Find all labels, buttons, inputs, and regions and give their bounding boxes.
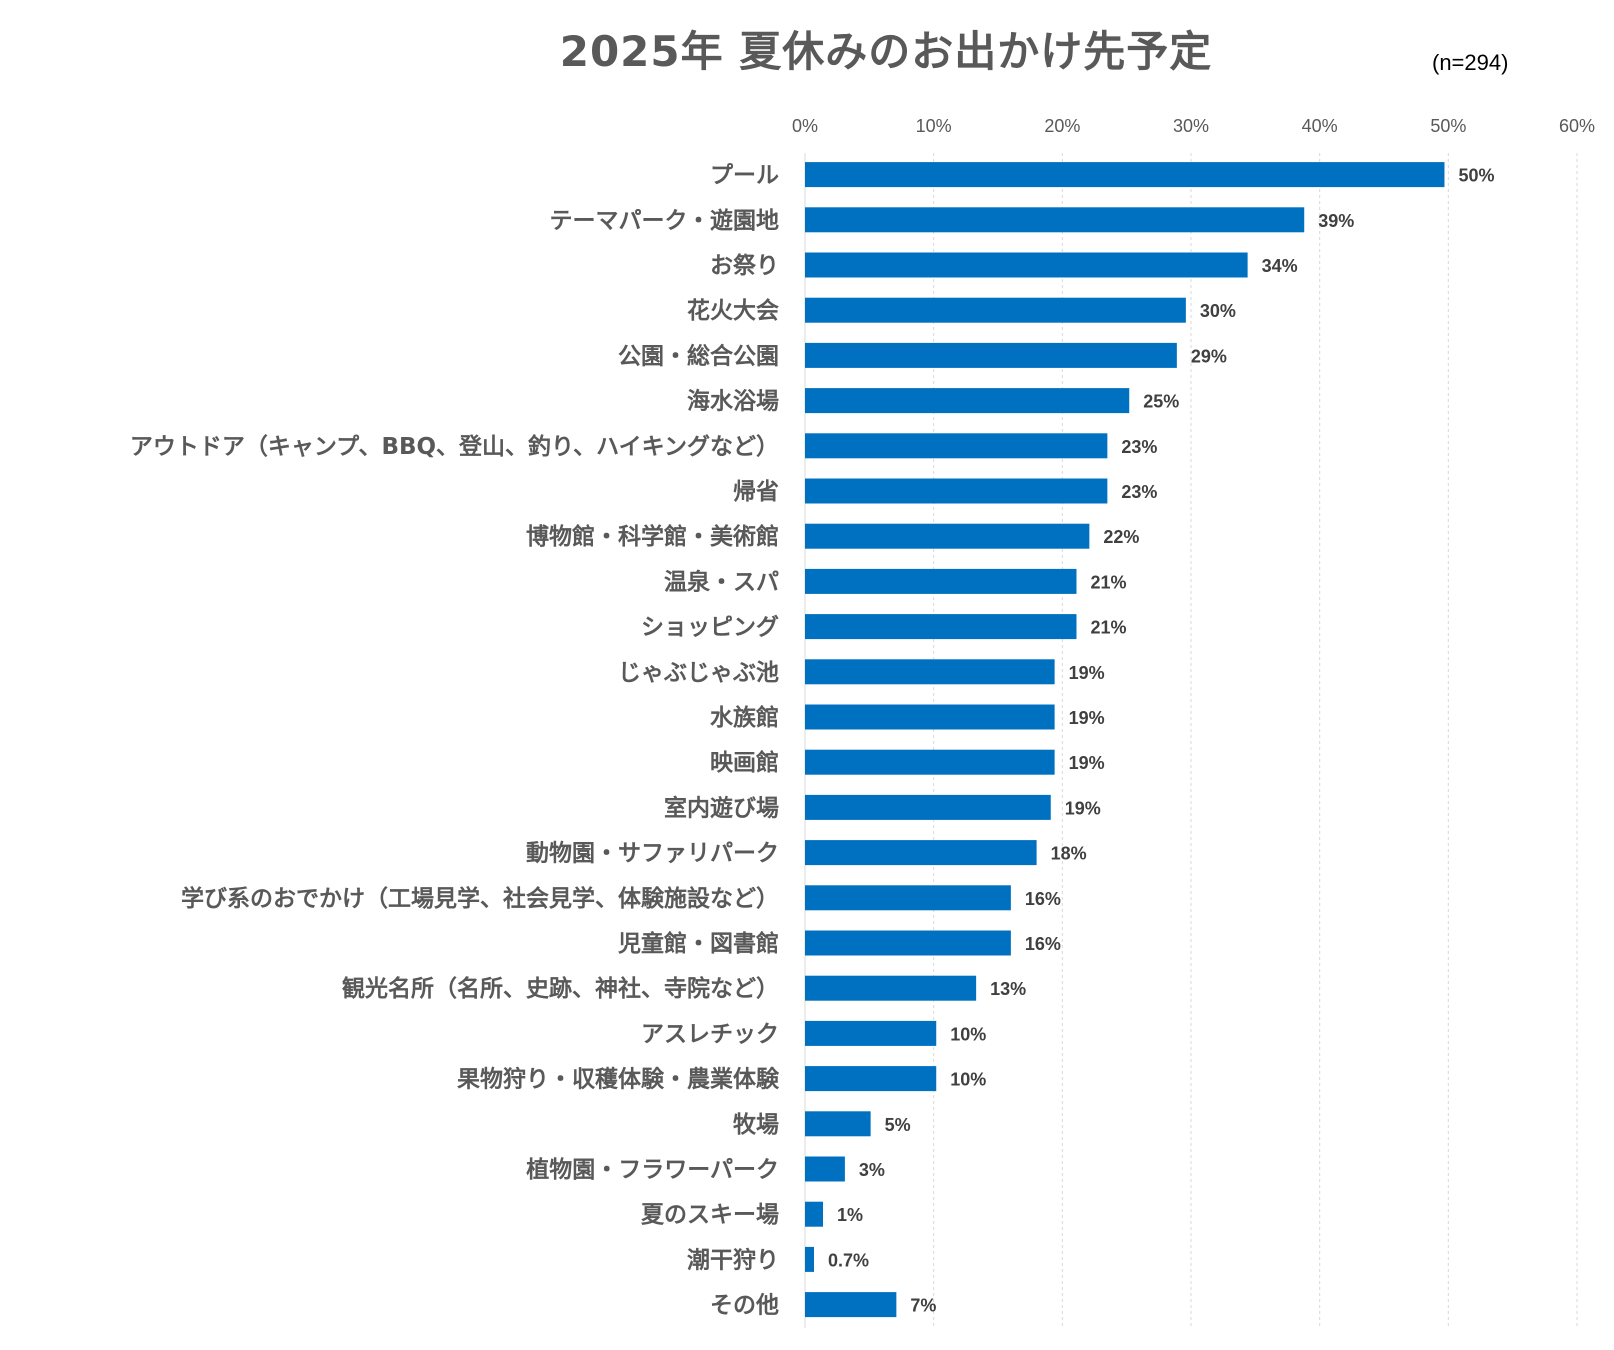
category-label: 博物館・科学館・美術館	[526, 523, 779, 550]
data-label: 16%	[1025, 934, 1061, 954]
chart-title: 2025年 夏休みのお出かけ先予定	[559, 27, 1213, 76]
bar	[805, 659, 1055, 685]
data-label: 18%	[1051, 844, 1087, 864]
data-label: 29%	[1191, 346, 1227, 366]
category-label: 植物園・フラワーパーク	[526, 1156, 779, 1183]
data-label: 5%	[885, 1115, 911, 1135]
x-axis-ticks: 0% 10% 20% 30% 40% 50% 60%	[792, 116, 1595, 136]
category-label: 映画館	[710, 749, 779, 776]
bar	[805, 614, 1077, 640]
bar	[805, 1292, 897, 1318]
x-tick-label: 10%	[916, 116, 952, 136]
data-label: 34%	[1262, 256, 1298, 276]
category-label: 果物狩り・収穫体験・農業体験	[457, 1066, 780, 1093]
category-label: 潮干狩り	[687, 1246, 779, 1273]
category-label: 帰省	[733, 479, 779, 505]
x-tick-label: 40%	[1302, 116, 1338, 136]
x-tick-label: 0%	[792, 116, 818, 136]
data-label: 19%	[1069, 753, 1105, 773]
data-label: 22%	[1103, 527, 1139, 547]
category-label: アウトドア（キャンプ、BBQ、登山、釣り、ハイキングなど）	[130, 433, 779, 460]
x-tick-label: 20%	[1044, 116, 1080, 136]
bar	[805, 478, 1108, 504]
data-label: 19%	[1069, 708, 1105, 728]
bar	[805, 342, 1177, 368]
category-label: じゃぶじゃぶ池	[618, 660, 779, 686]
category-label: 温泉・スパ	[664, 568, 779, 595]
bar	[805, 252, 1248, 278]
data-label: 19%	[1069, 663, 1105, 683]
sample-size-note: (n=294)	[1432, 50, 1509, 75]
data-label: 7%	[910, 1296, 936, 1316]
data-label: 39%	[1318, 211, 1354, 231]
bar	[805, 1066, 937, 1092]
data-label: 19%	[1065, 798, 1101, 818]
data-label: 0.7%	[828, 1250, 869, 1270]
data-label: 16%	[1025, 889, 1061, 909]
bar	[805, 207, 1305, 233]
bar	[805, 1201, 824, 1227]
category-label: 海水浴場	[687, 388, 779, 415]
x-tick-label: 30%	[1173, 116, 1209, 136]
bars	[805, 162, 1445, 1318]
category-label: 花火大会	[687, 297, 779, 324]
value-labels: 50% 39% 34% 30% 29% 25% 23% 23% 22% 21% 21% 19% 19% 1…	[828, 166, 1494, 1316]
category-label: 牧場	[733, 1111, 779, 1138]
data-label: 25%	[1143, 392, 1179, 412]
x-tick-label: 60%	[1559, 116, 1595, 136]
category-label: 夏のスキー場	[641, 1202, 779, 1228]
data-label: 21%	[1090, 618, 1126, 638]
bar	[805, 568, 1077, 594]
category-label: その他	[710, 1293, 779, 1319]
category-label: 水族館	[710, 704, 779, 731]
data-label: 23%	[1121, 482, 1157, 502]
bar	[805, 1111, 871, 1137]
data-label: 10%	[950, 1024, 986, 1044]
bar	[805, 1246, 815, 1272]
bar	[805, 794, 1051, 820]
category-label: 室内遊び場	[664, 794, 779, 821]
bar	[805, 749, 1055, 775]
category-label: お祭り	[710, 252, 779, 279]
bar	[805, 930, 1011, 956]
category-label: ショッピング	[641, 614, 779, 641]
bar	[805, 1020, 937, 1046]
data-label: 23%	[1121, 437, 1157, 457]
bar	[805, 975, 977, 1001]
x-tick-label: 50%	[1430, 116, 1466, 136]
data-label: 13%	[990, 979, 1026, 999]
data-label: 30%	[1200, 301, 1236, 321]
bar	[805, 1156, 845, 1182]
bar	[805, 297, 1186, 323]
category-label: プール	[710, 163, 779, 189]
gridlines	[804, 153, 1578, 1328]
bar	[805, 523, 1090, 549]
bar	[805, 885, 1011, 911]
category-label: 学び系のおでかけ（工場見学、社会見学、体験施設など）	[181, 885, 779, 912]
category-label: アスレチック	[641, 1021, 779, 1047]
bar	[805, 162, 1445, 188]
bar	[805, 388, 1130, 414]
bar	[805, 433, 1108, 459]
data-label: 50%	[1458, 166, 1494, 186]
data-label: 1%	[837, 1205, 863, 1225]
bar	[805, 840, 1037, 866]
category-label: 観光名所（名所、史跡、神社、寺院など）	[342, 975, 779, 1002]
category-label: 動物園・サファリパーク	[526, 840, 779, 867]
category-label: テーマパーク・遊園地	[549, 207, 779, 234]
data-label: 10%	[950, 1070, 986, 1090]
data-label: 3%	[859, 1160, 885, 1180]
bar	[805, 704, 1055, 730]
data-label: 21%	[1090, 572, 1126, 592]
category-label: 児童館・図書館	[617, 930, 779, 957]
category-labels: プールテーマパーク・遊園地お祭り花火大会公園・総合公園海水浴場アウトドア（キャン…	[130, 163, 780, 1319]
category-label: 公園・総合公園	[618, 342, 779, 369]
